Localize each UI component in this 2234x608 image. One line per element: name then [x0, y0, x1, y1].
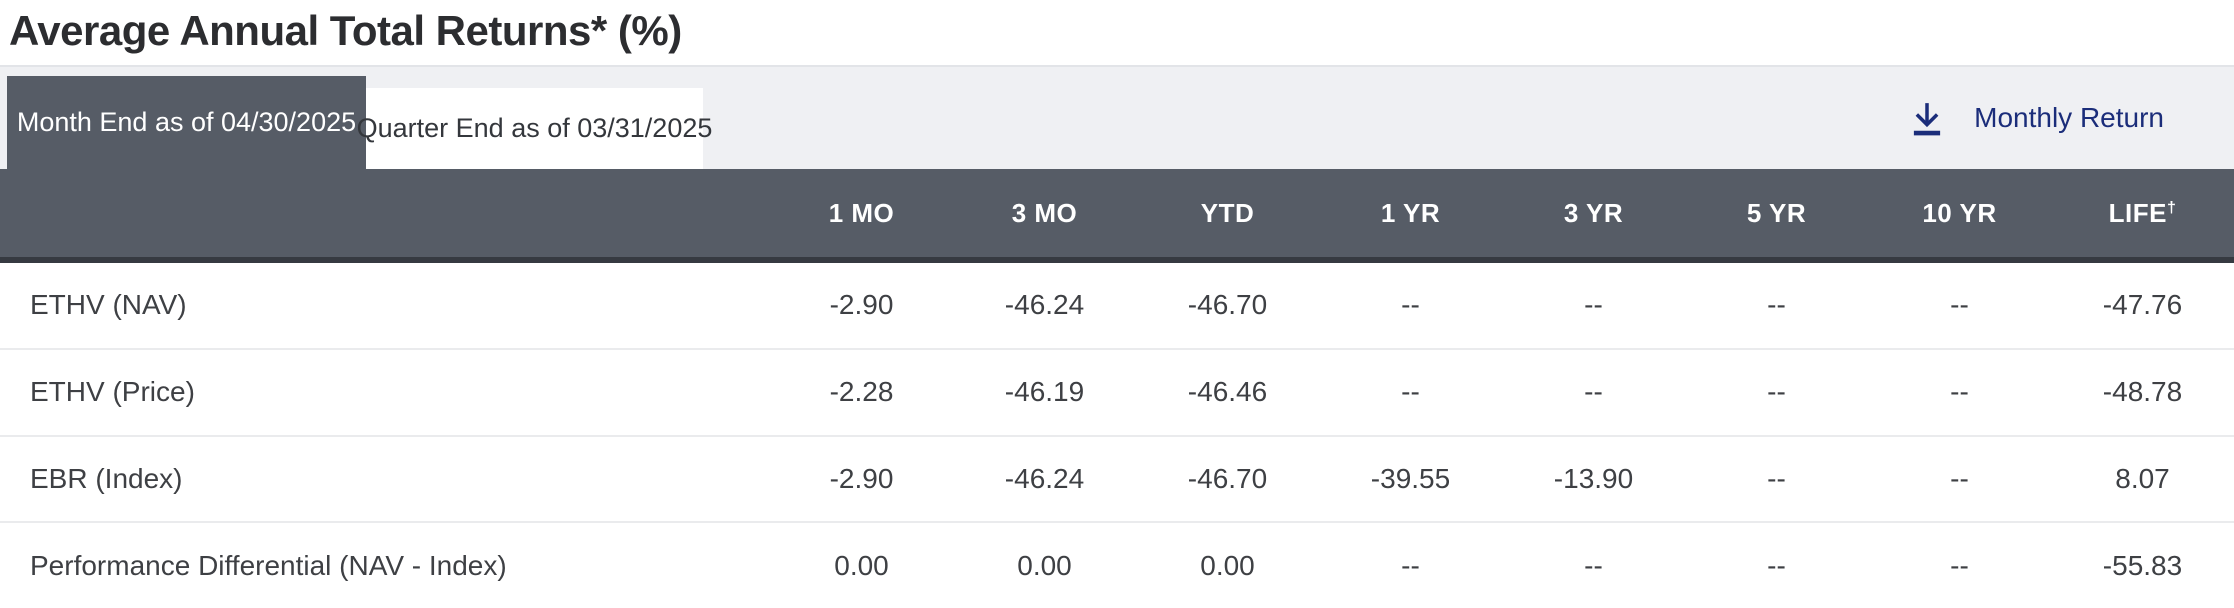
column-header-ytd: YTD — [1200, 197, 1255, 228]
table-cell: -46.70 — [1187, 289, 1268, 321]
column-header-10yr: 10 YR — [1922, 197, 1997, 228]
table-cell: -- — [1767, 289, 1786, 321]
table-header-row: 1 MO 3 MO YTD 1 YR 3 YR 5 YR 10 YR LIFE† — [0, 169, 2234, 263]
page-title: Average Annual Total Returns* (%) — [9, 7, 682, 54]
table-cell: -- — [1767, 462, 1786, 494]
table-cell: -- — [1767, 376, 1786, 408]
returns-table: 1 MO 3 MO YTD 1 YR 3 YR 5 YR 10 YR LIFE†… — [0, 169, 2234, 608]
table-cell: -46.70 — [1187, 462, 1268, 494]
table-cell: -48.78 — [2102, 376, 2183, 408]
table-cell: -2.90 — [829, 289, 894, 321]
column-header-life: LIFE† — [2108, 197, 2177, 228]
table-cell: -47.76 — [2102, 289, 2183, 321]
table-row-ethv-price: ETHV (Price) -2.28 -46.19 -46.46 -- -- -… — [0, 347, 2234, 435]
tab-quarter-end[interactable]: Quarter End as of 03/31/2025 — [357, 88, 712, 169]
table-cell: -46.19 — [1004, 376, 1085, 408]
download-icon — [1906, 97, 1948, 139]
table-cell: -46.24 — [1004, 462, 1085, 494]
table-cell: 0.00 — [1200, 549, 1255, 581]
table-cell: -- — [1767, 549, 1786, 581]
column-header-1yr: 1 YR — [1380, 197, 1441, 228]
table-cell: -55.83 — [2102, 549, 2183, 581]
column-header-3yr: 3 YR — [1563, 197, 1624, 228]
table-cell: -13.90 — [1553, 462, 1634, 494]
tab-bar: Month End as of 04/30/2025 Quarter End a… — [0, 65, 2234, 169]
row-label: EBR (Index) — [30, 462, 183, 494]
table-row-ebr-index: EBR (Index) -2.90 -46.24 -46.70 -39.55 -… — [0, 434, 2234, 522]
table-body: ETHV (NAV) -2.90 -46.24 -46.70 -- -- -- … — [0, 263, 2234, 608]
row-label: ETHV (NAV) — [30, 289, 187, 321]
table-cell: -- — [1584, 376, 1603, 408]
table-cell: -- — [1950, 462, 1969, 494]
table-row-ethv-nav: ETHV (NAV) -2.90 -46.24 -46.70 -- -- -- … — [0, 263, 2234, 348]
table-cell: 8.07 — [2115, 462, 2170, 494]
table-cell: -46.46 — [1187, 376, 1268, 408]
row-label: ETHV (Price) — [30, 376, 195, 408]
table-cell: -2.28 — [829, 376, 894, 408]
table-cell: -- — [1401, 289, 1420, 321]
dagger-superscript: † — [2166, 197, 2177, 216]
column-header-5yr: 5 YR — [1746, 197, 1807, 228]
table-cell: -39.55 — [1370, 462, 1451, 494]
table-cell: -46.24 — [1004, 289, 1085, 321]
table-cell: -- — [1950, 289, 1969, 321]
table-cell: -- — [1584, 549, 1603, 581]
table-cell: -- — [1401, 376, 1420, 408]
table-row-performance-differential: Performance Differential (NAV - Index) 0… — [0, 521, 2234, 608]
table-cell: -- — [1950, 549, 1969, 581]
table-cell: -- — [1950, 376, 1969, 408]
column-header-3mo: 3 MO — [1011, 197, 1078, 228]
table-cell: 0.00 — [1017, 549, 1072, 581]
column-header-1mo: 1 MO — [828, 197, 895, 228]
table-cell: -- — [1584, 289, 1603, 321]
table-cell: -2.90 — [829, 462, 894, 494]
row-label: Performance Differential (NAV - Index) — [30, 549, 507, 581]
tab-month-end[interactable]: Month End as of 04/30/2025 — [7, 76, 366, 169]
table-cell: 0.00 — [834, 549, 889, 581]
monthly-return-link[interactable]: Monthly Return — [1906, 67, 2164, 169]
table-cell: -- — [1401, 549, 1420, 581]
monthly-return-label: Monthly Return — [1974, 102, 2164, 133]
